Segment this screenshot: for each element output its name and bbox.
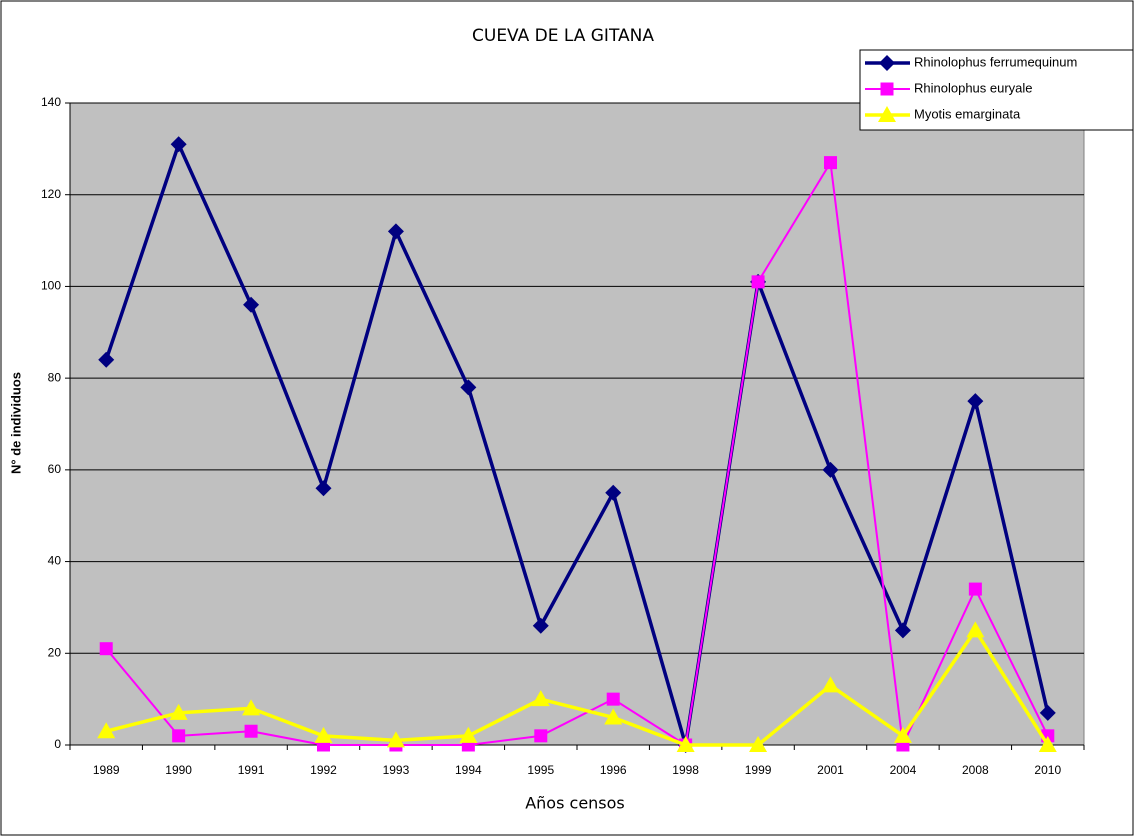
x-tick-label: 2010 bbox=[1034, 763, 1061, 777]
legend-label: Rhinolophus euryale bbox=[914, 80, 1033, 95]
chart-title: CUEVA DE LA GITANA bbox=[472, 26, 654, 46]
marker bbox=[387, 223, 404, 240]
marker bbox=[244, 724, 258, 738]
marker bbox=[170, 136, 187, 153]
x-tick-label: 1994 bbox=[455, 763, 482, 777]
marker bbox=[534, 729, 548, 743]
marker bbox=[751, 275, 765, 289]
y-axis-title: N° de individuos bbox=[8, 372, 23, 474]
marker bbox=[1038, 736, 1057, 752]
marker bbox=[459, 726, 478, 743]
x-axis-title: Años censos bbox=[525, 794, 625, 813]
marker bbox=[243, 296, 260, 313]
marker bbox=[99, 642, 113, 656]
x-tick-label: 2008 bbox=[962, 763, 989, 777]
x-tick-label: 1991 bbox=[238, 763, 265, 777]
series-line bbox=[104, 142, 1050, 747]
x-tick-label: 1990 bbox=[165, 763, 192, 777]
y-tick-label: 80 bbox=[48, 370, 62, 384]
x-tick-label: 1998 bbox=[672, 763, 699, 777]
x-tick-label: 2004 bbox=[890, 763, 917, 777]
marker bbox=[172, 729, 186, 743]
y-tick-label: 60 bbox=[48, 462, 62, 476]
marker bbox=[966, 621, 985, 638]
marker bbox=[676, 736, 695, 752]
marker bbox=[98, 351, 115, 368]
marker bbox=[605, 484, 622, 501]
marker bbox=[531, 690, 550, 707]
marker bbox=[315, 480, 332, 497]
marker bbox=[169, 703, 188, 720]
marker bbox=[879, 55, 895, 71]
y-tick-label: 100 bbox=[41, 279, 61, 293]
y-tick-label: 140 bbox=[41, 95, 61, 109]
x-tick-label: 1995 bbox=[527, 763, 554, 777]
x-tick-label: 1993 bbox=[383, 763, 410, 777]
marker bbox=[386, 731, 405, 748]
marker bbox=[824, 156, 837, 170]
marker bbox=[314, 726, 333, 743]
plot-area bbox=[69, 102, 1085, 746]
y-tick-label: 120 bbox=[41, 187, 61, 201]
marker bbox=[878, 106, 896, 122]
y-tick-label: 40 bbox=[48, 554, 62, 568]
series-line bbox=[105, 628, 1050, 747]
marker bbox=[242, 699, 261, 716]
marker bbox=[749, 736, 768, 752]
legend-label: Myotis emarginata bbox=[914, 106, 1021, 121]
marker bbox=[880, 82, 894, 96]
x-tick-label: 2001 bbox=[817, 763, 844, 777]
series-line bbox=[105, 161, 1049, 746]
x-tick-label: 1999 bbox=[745, 763, 772, 777]
marker bbox=[893, 726, 912, 743]
marker bbox=[460, 379, 477, 396]
marker bbox=[97, 722, 116, 739]
marker bbox=[968, 582, 982, 596]
marker bbox=[532, 617, 549, 634]
x-tick-label: 1996 bbox=[600, 763, 627, 777]
marker bbox=[606, 692, 620, 706]
marker bbox=[822, 461, 839, 478]
marker bbox=[894, 622, 911, 639]
marker bbox=[604, 708, 623, 725]
x-tick-label: 1992 bbox=[310, 763, 337, 777]
y-tick-label: 20 bbox=[48, 645, 62, 659]
marker bbox=[821, 676, 840, 693]
y-tick-label: 0 bbox=[54, 737, 61, 751]
marker bbox=[967, 393, 984, 410]
marker bbox=[1039, 704, 1056, 721]
legend-label: Rhinolophus ferrumequinum bbox=[914, 54, 1077, 69]
x-tick-label: 1989 bbox=[93, 763, 120, 777]
